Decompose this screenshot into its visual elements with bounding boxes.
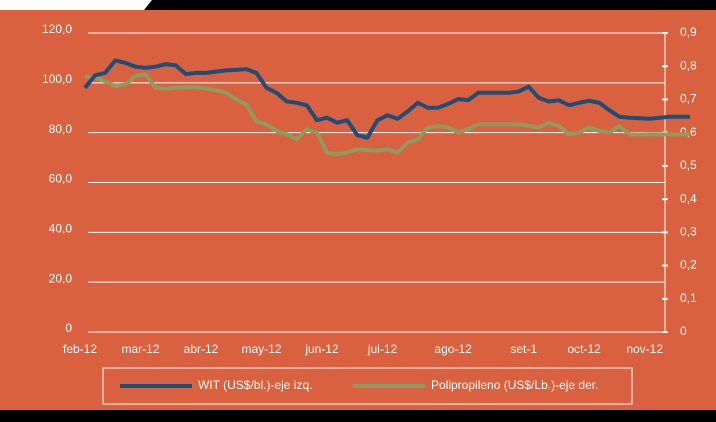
header-tab	[0, 0, 152, 10]
y2-tick-label: 0,2	[680, 258, 697, 272]
x-tick-label: mar-12	[121, 342, 159, 356]
y2-tick-label: 0,8	[680, 58, 697, 72]
y2-tick-label: 0,5	[680, 158, 697, 172]
y2-tick-label: 0,6	[680, 125, 697, 139]
legend-label: Polipropileno (US$/Lb.)-eje der.	[431, 378, 598, 392]
plot-background	[0, 10, 716, 410]
x-tick-label: jun-12	[304, 342, 339, 356]
y2-tick-label: 0,1	[680, 291, 697, 305]
y-tick-label: 80,0	[49, 122, 73, 136]
x-tick-label: nov-12	[626, 342, 663, 356]
y-tick-label: 20,0	[49, 271, 73, 285]
y-tick-label: 40,0	[49, 222, 73, 236]
y2-tick-label: 0,7	[680, 92, 697, 106]
x-tick-label: feb-12	[63, 342, 97, 356]
y2-tick-label: 0,9	[680, 25, 697, 39]
x-tick-label: oct-12	[567, 342, 601, 356]
y-tick-label: 100,0	[42, 72, 72, 86]
y-tick-label: 0	[65, 321, 72, 335]
x-tick-label: ago-12	[434, 342, 472, 356]
y2-tick-label: 0,3	[680, 225, 697, 239]
x-tick-label: abr-12	[184, 342, 219, 356]
series-line	[83, 58, 690, 140]
legend-box	[102, 367, 633, 405]
legend-label: WIT (US$/bl.)-eje izq.	[198, 378, 312, 392]
y-tick-label: 60,0	[49, 172, 73, 186]
series-line	[84, 72, 690, 157]
x-tick-label: set-1	[510, 342, 537, 356]
y-tick-label: 120,0	[42, 22, 72, 36]
y2-tick-label: 0	[680, 324, 687, 338]
x-tick-label: may-12	[241, 342, 281, 356]
y2-tick-label: 0,4	[680, 191, 697, 205]
x-tick-label: jul-12	[367, 342, 398, 356]
